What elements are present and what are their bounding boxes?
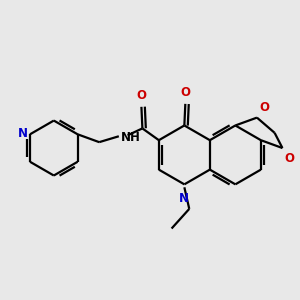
Text: O: O	[259, 101, 269, 114]
Text: O: O	[136, 89, 146, 102]
Text: O: O	[284, 152, 294, 165]
Text: NH: NH	[121, 131, 141, 144]
Text: O: O	[180, 86, 190, 99]
Text: N: N	[18, 127, 28, 140]
Text: N: N	[179, 192, 189, 205]
